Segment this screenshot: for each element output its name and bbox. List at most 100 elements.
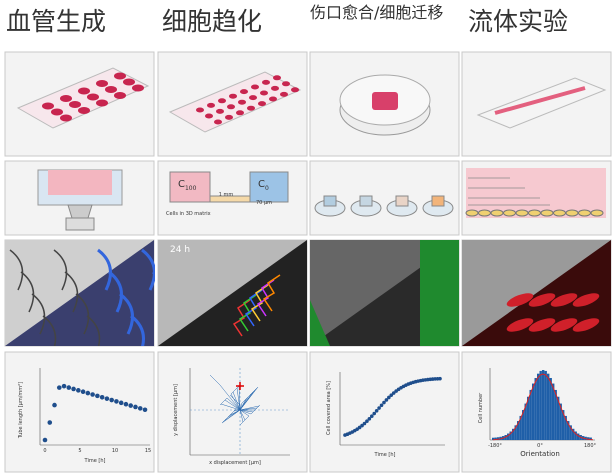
well [216,108,224,114]
tube [64,271,79,313]
axis-label: Cell number [478,392,484,423]
dot [95,393,100,399]
well [269,96,277,102]
cell [528,209,541,217]
well [227,104,235,110]
tiles [4,51,612,473]
cell [540,209,554,217]
dot [104,396,110,401]
track [256,279,275,317]
dot [137,406,143,411]
cell [528,293,556,307]
well [51,108,63,116]
tube [31,293,46,335]
well [214,119,222,125]
dot [357,425,362,430]
well [87,93,99,101]
tube [141,248,155,291]
well [240,89,248,95]
insert [395,195,409,207]
dot [438,376,442,381]
channel [494,86,586,115]
hist-bar [559,403,562,440]
dot [367,417,372,421]
hist-bar [519,415,522,440]
label: C100 [178,179,197,192]
cell [528,318,556,332]
track [229,409,241,416]
overlay [158,240,307,346]
header-wrap: 伤口愈合/细胞迁移 [310,3,443,22]
cell [506,318,534,332]
tick-label: 180° [584,443,597,449]
cell [490,209,504,217]
cell [465,209,479,217]
axis-label: Tube length [µm/mm²] [18,382,24,439]
track [209,374,241,411]
well [280,91,288,97]
hist-bar [567,421,570,440]
dot [85,390,91,396]
dot [114,399,119,404]
insert [323,195,337,207]
reservoir [169,171,211,203]
hist-bar [554,389,557,440]
dot [372,411,377,416]
dot [128,403,134,408]
tick-label: 0° [537,443,543,449]
dot [42,437,48,443]
hist-bar [514,425,517,440]
tile [461,351,612,473]
dot [90,392,95,397]
well [271,85,279,91]
track [239,388,257,411]
hist-bar [542,370,545,440]
track [239,409,244,426]
well [78,87,90,95]
cell [590,209,604,217]
track [262,274,281,312]
insert [431,195,445,207]
header: 血管生成 [6,7,106,36]
hist-bar [569,425,572,440]
well [114,92,126,99]
track [239,394,251,411]
tick-label: 15 [145,448,151,454]
well [96,80,108,87]
dot [369,414,374,419]
dot [374,409,379,413]
label: 1 mm [219,192,234,198]
well [236,110,244,116]
label: C0 [258,179,269,192]
dot [362,421,367,426]
well [260,90,268,96]
hist-bar [577,433,580,440]
track [239,404,261,413]
dot [389,393,394,397]
tube [53,249,68,291]
insert [372,92,398,110]
well [225,114,233,120]
hist-bar [552,383,555,440]
tube [97,248,112,291]
cell [553,209,566,217]
well [132,84,144,92]
hist-bar [527,396,530,440]
hist-bar [539,370,542,440]
cell [503,209,516,217]
track [250,284,269,322]
tile [157,351,308,473]
cell [572,318,600,332]
objective [65,217,95,231]
axis-label: Cell covered area [%] [326,381,332,435]
dot [377,406,381,410]
tube [130,314,145,346]
hist-bar [534,377,537,440]
dot [76,388,81,393]
well [207,102,215,108]
well [238,99,246,105]
well [78,107,90,114]
cell [550,318,578,332]
tube [86,315,101,346]
